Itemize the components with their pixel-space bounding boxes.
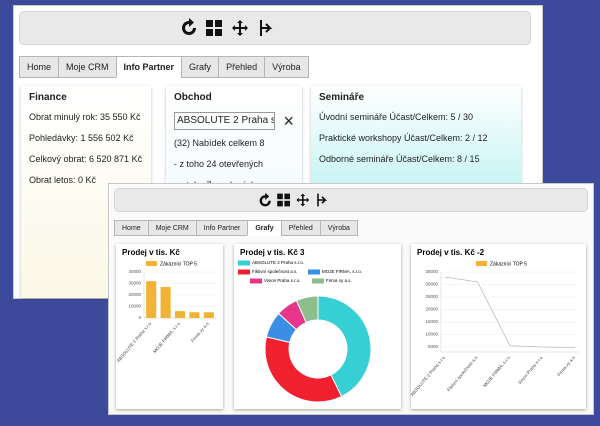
y-tick-label: 35000 [425, 269, 438, 274]
tab[interactable]: Výroba [264, 56, 309, 78]
info-line: Úvodní semináře Účast/Celkem: 5 / 30 [319, 112, 474, 122]
legend-swatch [250, 278, 262, 284]
y-tick-label: 20000 [425, 307, 438, 312]
front-window: Home Moje CRM Info Partner Grafy Přehled Výro… [108, 183, 594, 415]
y-tick-label: 30000 [128, 281, 141, 286]
donut-slice [317, 295, 372, 398]
y-tick-label: 15000 [425, 319, 438, 324]
seminare-panel: Semináře Úvodní semináře Účast/Celkem: 5… [311, 86, 521, 186]
tab[interactable]: Home [19, 56, 60, 78]
tab-bar: Home Moje CRM Info Partner Grafy Přehled Výro… [19, 56, 309, 78]
search-input[interactable]: ABSOLUTE 2 Praha s.r.o. [174, 112, 276, 130]
bar [146, 281, 157, 318]
chart-title: Prodej v tis. Kč -2 [417, 248, 485, 257]
chart-panel: Prodej v tis. Kč 3 ABSOLUTE 2 Praha s.r.o… [234, 244, 401, 409]
legend-label: Firma xy a.s. [326, 278, 352, 283]
legend-label: MOJE FIRMA, s.r.o. [322, 269, 362, 274]
info-line: Obrat letos: 0 Kč [29, 175, 97, 185]
tab[interactable]: Moje CRM [58, 56, 117, 78]
bar [203, 312, 214, 318]
legend-swatch [308, 269, 320, 275]
x-tick-label: Firma xy a.s. [190, 320, 210, 343]
chart: Prodej v tis. Kč Zákazníci TOP 5 0 10000 200… [116, 248, 216, 363]
info-line: Odborné semináře Účast/Celkem: 8 / 15 [319, 154, 480, 164]
tab[interactable]: Přehled [218, 56, 266, 78]
panel-title: Semináře [319, 92, 365, 103]
panel-title: Finance [29, 92, 67, 103]
tab[interactable]: Grafy [181, 56, 220, 78]
x-tick-label: Vision Praha s.r.o. [517, 354, 544, 385]
toolbar [114, 188, 588, 212]
line [444, 276, 576, 348]
y-tick-label: 20000 [128, 292, 141, 297]
info-line: (32) Nabídek celkem 8 [174, 138, 265, 148]
donut-slice [295, 295, 319, 324]
tab[interactable]: Přehled [280, 220, 321, 236]
tab[interactable]: Info Partner [115, 56, 183, 78]
chart-title: Prodej v tis. Kč 3 [240, 248, 305, 257]
y-tick-label: 40000 [128, 269, 141, 274]
tab[interactable]: Výroba [319, 220, 358, 236]
x-tick-label: ABSOLUTE 2 Praha s.r.o. [116, 320, 153, 363]
panel-title: Obchod [174, 92, 212, 103]
legend-label: ABSOLUTE 2 Praha s.r.o. [252, 260, 304, 265]
bar [189, 312, 200, 318]
chart-panel: Prodej v tis. Kč -2 Zákazníci TOP 5 5000 10… [409, 244, 586, 409]
x-tick-label: Fiktivní společnost a.s. [446, 354, 479, 392]
x-tick-label: MOJE FIRMA, s.r.o. [152, 320, 182, 354]
x-tick-label: MOJE FIRMA, s.r.o. [482, 354, 512, 388]
legend-swatch [476, 261, 487, 266]
tab[interactable]: Home [114, 220, 149, 236]
y-tick-label: 10000 [425, 332, 438, 337]
tab[interactable]: Info Partner [195, 220, 249, 236]
close-button[interactable]: × [283, 111, 294, 131]
chart-panel: Prodej v tis. Kč Zákazníci TOP 5 0 10000 200… [116, 244, 223, 409]
info-line: Pohledávky: 1 556 502 Kč [29, 133, 134, 143]
legend-label: Fiktivní společnost a.s. [252, 269, 298, 274]
toolbar [19, 11, 531, 45]
y-tick-label: 10000 [128, 304, 141, 309]
toolbar-icons [259, 192, 328, 207]
chart-title: Prodej v tis. Kč [122, 248, 180, 257]
info-line: Praktické workshopy Účast/Celkem: 2 / 12 [319, 133, 488, 143]
tab[interactable]: Moje CRM [147, 220, 197, 236]
info-line: - z toho 24 otevřených [174, 159, 264, 169]
legend-label: Vision Praha s.r.o. [264, 278, 300, 283]
info-line: Obrat minulý rok: 35 550 Kč [29, 112, 141, 122]
toolbar-icons [182, 18, 273, 36]
chart: Prodej v tis. Kč -2 Zákazníci TOP 5 5000 10… [409, 248, 579, 397]
legend-swatch [312, 278, 324, 284]
legend-swatch [238, 269, 250, 275]
y-tick-label: 0 [138, 315, 141, 320]
y-tick-label: 25000 [425, 294, 438, 299]
y-tick-label: 5000 [428, 344, 439, 349]
tab[interactable]: Grafy [247, 220, 282, 236]
x-tick-label: ABSOLUTE 2 Praha s.r.o. [411, 354, 447, 397]
donut-slice [264, 336, 343, 403]
legend-swatch [238, 260, 250, 266]
x-tick-label: Firma xy a.s. [556, 354, 576, 377]
tab-bar: Home Moje CRM Info Partner Grafy Přehled Výro… [114, 220, 358, 236]
legend-label: Zákazníci TOP 5 [490, 261, 527, 267]
bar [160, 286, 171, 318]
y-tick-label: 30000 [425, 282, 438, 287]
info-line: Celkový obrat: 6 520 871 Kč [29, 154, 143, 164]
chart: Prodej v tis. Kč 3 ABSOLUTE 2 Praha s.r.o… [238, 248, 372, 403]
legend-swatch [146, 261, 157, 266]
bar [174, 311, 186, 318]
legend-label: Zákazníci TOP 5 [160, 261, 197, 267]
